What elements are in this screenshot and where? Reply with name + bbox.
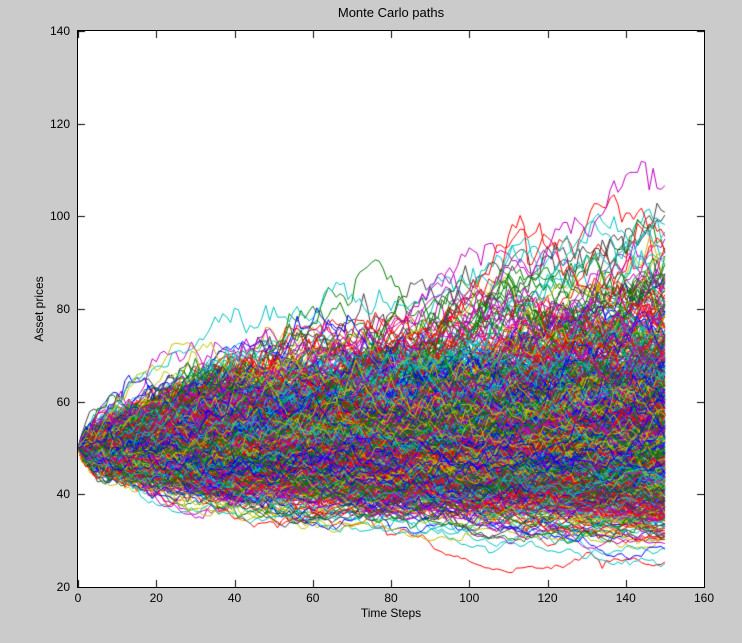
y-tick-label: 40 xyxy=(56,487,70,502)
x-tick-label: 140 xyxy=(615,591,636,605)
chart-title: Monte Carlo paths xyxy=(337,5,445,20)
y-tick-label: 100 xyxy=(49,209,70,224)
x-axis-label: Time Steps xyxy=(360,606,422,620)
monte-carlo-paths-canvas xyxy=(78,31,704,587)
plot-area xyxy=(77,30,705,588)
y-tick-label: 140 xyxy=(49,24,70,38)
y-tick-label: 80 xyxy=(56,302,70,316)
y-tick-label: 20 xyxy=(56,580,70,594)
x-tick-label: 40 xyxy=(227,591,242,605)
x-tick-label: 0 xyxy=(74,591,82,605)
x-tick-label: 80 xyxy=(384,591,398,605)
x-tick-label: 160 xyxy=(693,591,715,605)
x-tick-label: 120 xyxy=(537,591,558,605)
y-tick-label: 120 xyxy=(49,116,70,131)
y-tick-label: 60 xyxy=(56,394,70,409)
x-tick-label: 100 xyxy=(459,591,480,605)
x-tick-label: 60 xyxy=(306,591,320,605)
x-tick-label: 20 xyxy=(149,591,163,605)
